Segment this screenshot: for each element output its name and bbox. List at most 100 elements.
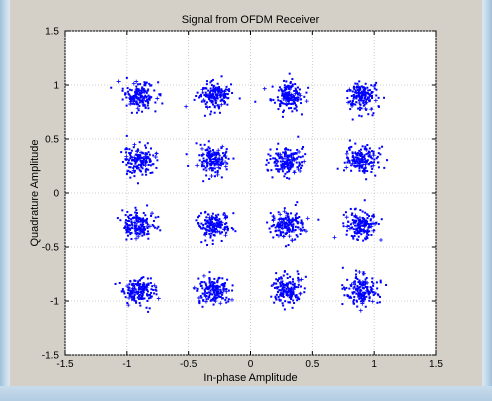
data-point bbox=[217, 107, 220, 110]
data-point bbox=[266, 221, 269, 224]
data-point bbox=[278, 277, 281, 280]
data-point bbox=[213, 167, 216, 170]
data-point bbox=[216, 82, 219, 85]
data-point bbox=[377, 105, 380, 108]
data-point bbox=[352, 102, 355, 105]
data-point bbox=[141, 156, 144, 159]
data-point bbox=[225, 296, 228, 299]
data-point bbox=[358, 223, 361, 226]
data-point bbox=[353, 285, 356, 288]
data-point bbox=[276, 223, 279, 226]
data-point bbox=[276, 290, 279, 293]
data-point bbox=[133, 97, 136, 100]
data-point bbox=[211, 293, 214, 296]
data-point bbox=[356, 285, 359, 288]
data-point bbox=[349, 223, 352, 226]
data-point bbox=[142, 227, 145, 230]
data-point bbox=[136, 283, 139, 286]
data-point bbox=[206, 164, 209, 167]
data-point bbox=[361, 210, 364, 213]
data-point bbox=[223, 164, 228, 169]
data-point bbox=[120, 290, 123, 293]
data-point bbox=[362, 271, 365, 274]
data-point bbox=[286, 277, 289, 280]
data-point bbox=[295, 161, 298, 164]
data-point bbox=[222, 285, 225, 288]
data-point bbox=[270, 295, 273, 298]
data-point bbox=[208, 105, 211, 108]
data-point bbox=[281, 292, 284, 295]
data-point bbox=[373, 98, 378, 103]
data-point bbox=[131, 81, 136, 86]
data-point bbox=[292, 100, 295, 103]
data-point bbox=[216, 292, 219, 295]
data-point bbox=[359, 98, 362, 101]
data-point bbox=[142, 284, 145, 287]
data-point bbox=[215, 88, 218, 91]
data-point bbox=[370, 94, 373, 97]
data-point bbox=[146, 233, 149, 236]
data-point bbox=[213, 111, 216, 114]
data-point bbox=[294, 107, 297, 110]
data-point bbox=[370, 165, 373, 168]
data-point bbox=[290, 107, 293, 110]
data-point bbox=[283, 89, 286, 92]
data-point bbox=[355, 227, 358, 230]
data-point bbox=[363, 298, 366, 301]
data-point bbox=[205, 169, 208, 172]
data-point bbox=[300, 221, 303, 224]
data-point bbox=[360, 228, 363, 231]
data-point bbox=[224, 151, 227, 154]
data-point bbox=[149, 293, 152, 296]
data-point bbox=[351, 212, 354, 215]
data-point bbox=[127, 224, 130, 227]
data-point bbox=[213, 153, 216, 156]
data-point bbox=[214, 102, 217, 105]
data-point bbox=[275, 158, 278, 161]
data-point bbox=[145, 217, 148, 220]
data-point bbox=[363, 87, 366, 90]
data-point bbox=[209, 289, 212, 292]
data-point bbox=[205, 105, 210, 110]
data-point bbox=[146, 299, 149, 302]
data-point bbox=[356, 82, 359, 85]
data-point bbox=[290, 155, 293, 158]
data-point bbox=[147, 237, 150, 240]
data-point bbox=[214, 224, 217, 227]
data-point bbox=[286, 171, 289, 174]
data-point bbox=[289, 228, 292, 231]
data-point bbox=[277, 286, 280, 289]
data-point bbox=[362, 287, 365, 290]
y-tick-label: -1.5 bbox=[42, 351, 60, 362]
data-point bbox=[221, 90, 224, 93]
data-point bbox=[295, 105, 298, 108]
data-point bbox=[355, 91, 358, 94]
data-point bbox=[357, 235, 360, 238]
data-point bbox=[136, 154, 139, 157]
data-point bbox=[385, 284, 388, 287]
data-point bbox=[350, 145, 353, 148]
data-point bbox=[350, 296, 353, 299]
x-tick-label: -1 bbox=[122, 359, 131, 370]
data-point bbox=[135, 209, 138, 212]
data-point bbox=[288, 230, 291, 233]
data-point bbox=[365, 98, 368, 101]
data-point bbox=[283, 162, 286, 165]
data-point bbox=[137, 109, 140, 112]
data-point bbox=[281, 92, 284, 95]
data-point bbox=[299, 156, 302, 159]
data-point bbox=[211, 161, 214, 164]
data-point bbox=[353, 158, 356, 161]
data-point bbox=[366, 143, 369, 146]
data-point bbox=[348, 147, 351, 150]
data-point bbox=[342, 213, 345, 216]
data-point bbox=[284, 92, 287, 95]
data-point bbox=[225, 301, 228, 304]
data-point bbox=[379, 279, 382, 282]
data-point bbox=[216, 218, 219, 221]
data-point bbox=[226, 97, 229, 100]
data-point bbox=[372, 112, 375, 115]
data-point bbox=[293, 96, 296, 99]
data-point bbox=[132, 146, 135, 149]
data-point bbox=[347, 295, 350, 298]
